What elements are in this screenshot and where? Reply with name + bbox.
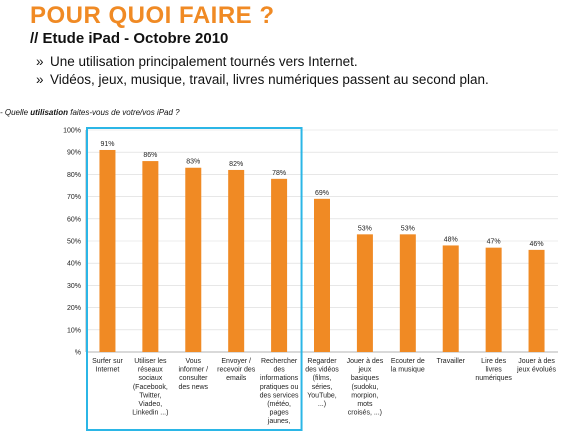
y-tick-label: 10%: [67, 327, 81, 334]
key-points-list: » Une utilisation principalement tournés …: [36, 53, 489, 89]
x-category-label: séries,: [312, 384, 333, 391]
x-category-label: Travailler: [436, 358, 465, 365]
x-category-label: (sudoku,: [351, 384, 378, 391]
bar: [314, 198, 330, 352]
bar: [356, 234, 373, 352]
bar: [442, 245, 459, 352]
y-tick-label: 70%: [67, 194, 81, 201]
bar: [228, 169, 245, 352]
bullet-mark-icon: »: [36, 54, 44, 69]
question-emphasis: utilisation: [30, 108, 69, 117]
bar: [142, 161, 159, 352]
x-category-label: jeux: [357, 367, 371, 374]
y-tick-label: 100%: [63, 128, 81, 135]
key-point-text: Vidéos, jeux, musique, travail, livres n…: [50, 72, 489, 87]
x-category-label: Jouer à des: [347, 358, 384, 365]
x-category-label: Vous: [185, 358, 201, 365]
bar: [485, 247, 502, 352]
x-category-label: la musique: [391, 367, 425, 374]
x-category-label: Regarder: [307, 358, 337, 365]
x-category-label: Twitter,: [139, 392, 161, 399]
x-category-label: Viadeo,: [139, 401, 163, 408]
x-category-label: des: [273, 367, 285, 374]
x-category-label: informations: [260, 375, 299, 382]
x-category-label: recevoir des: [217, 367, 256, 374]
y-tick-label: 90%: [67, 150, 81, 157]
bar-value-label: 91%: [100, 141, 114, 148]
x-category-label: jeux évolués: [516, 367, 556, 374]
y-tick-label: 40%: [67, 261, 81, 268]
bar-value-label: 53%: [401, 225, 415, 232]
survey-question: - Quelle utilisation faites-vous de votr…: [0, 108, 180, 117]
x-category-label: des vidéos: [305, 367, 339, 374]
bar: [271, 178, 288, 352]
x-category-label: livres: [485, 367, 502, 374]
key-point-text: Une utilisation principalement tournés v…: [50, 54, 358, 69]
key-point-item: » Une utilisation principalement tournés …: [36, 53, 489, 71]
x-category-label: informer /: [178, 367, 208, 374]
x-category-label: Lire des: [481, 358, 506, 365]
y-tick-label: 80%: [67, 172, 81, 179]
x-category-label: morpion,: [351, 392, 378, 399]
x-category-label: Rechercher: [261, 358, 298, 365]
x-category-label: numériques: [475, 375, 512, 382]
x-category-label: Linkedin ...): [132, 410, 168, 417]
x-category-label: pratiques ou: [260, 384, 299, 391]
y-tick-label: %: [75, 350, 81, 357]
bar: [99, 149, 116, 352]
x-category-label: consulter: [179, 375, 208, 382]
x-category-label: (météo,: [267, 401, 291, 408]
question-prefix: - Quelle: [0, 108, 31, 117]
bar-value-label: 53%: [358, 225, 372, 232]
x-category-label: mots: [357, 401, 373, 408]
y-tick-label: 20%: [67, 305, 81, 312]
bar-value-label: 83%: [186, 159, 200, 166]
x-category-label: basiques: [351, 375, 380, 382]
page-title: POUR QUOI FAIRE ?: [30, 2, 275, 29]
x-category-label: Ecouter de: [391, 358, 425, 365]
bar-value-label: 47%: [487, 239, 501, 246]
x-category-label: Utiliser les: [134, 358, 167, 365]
x-category-label: Surfer sur: [92, 358, 123, 365]
x-category-label: Internet: [96, 367, 120, 374]
page-subtitle: // Etude iPad - Octobre 2010: [30, 30, 229, 47]
y-tick-label: 60%: [67, 216, 81, 223]
x-category-label: YouTube,: [307, 392, 337, 399]
highlight-box: [86, 127, 303, 431]
x-category-label: (Facebook,: [133, 384, 168, 391]
x-category-label: emails: [226, 375, 247, 382]
x-category-label: réseaux: [138, 367, 163, 374]
x-category-label: sociaux: [138, 375, 162, 382]
bar-value-label: 46%: [530, 241, 544, 248]
x-category-label: pages: [270, 410, 290, 417]
y-tick-label: 30%: [67, 283, 81, 290]
bar: [528, 249, 545, 352]
x-category-label: ...): [318, 401, 326, 408]
bar-value-label: 82%: [229, 161, 243, 168]
bar-value-label: 48%: [444, 236, 458, 243]
x-category-label: des news: [178, 384, 208, 391]
x-category-label: Jouer à des: [518, 358, 555, 365]
x-category-label: Envoyer /: [221, 358, 251, 365]
y-tick-label: 50%: [67, 239, 81, 246]
x-category-label: jaunes,: [267, 418, 291, 425]
x-category-label: (films,: [313, 375, 332, 382]
bar-value-label: 86%: [143, 152, 157, 159]
question-suffix: faites-vous de votre/vos iPad ?: [68, 108, 180, 117]
x-category-label: croisés, ...): [348, 410, 382, 417]
bullet-mark-icon: »: [36, 72, 44, 87]
bar-value-label: 69%: [315, 190, 329, 197]
bar-value-label: 78%: [272, 170, 286, 177]
bar: [399, 234, 416, 352]
key-point-item: » Vidéos, jeux, musique, travail, livres …: [36, 71, 489, 89]
x-category-label: des services: [260, 392, 299, 399]
bar: [185, 167, 202, 352]
